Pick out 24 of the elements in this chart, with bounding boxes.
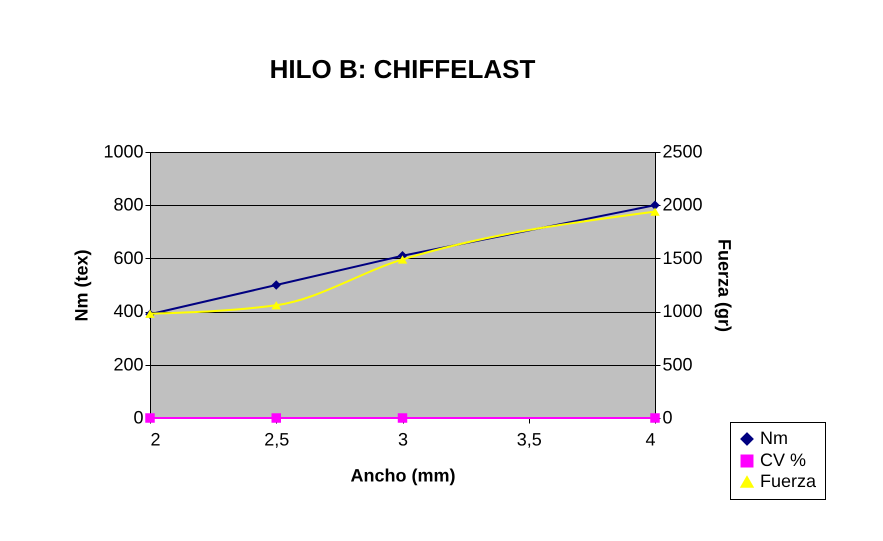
- y-axis-title: Nm (tex): [71, 249, 92, 322]
- y-tick-label: 600: [113, 248, 144, 268]
- legend-label: Nm: [760, 428, 788, 448]
- y2-tick-label: 0: [662, 408, 673, 428]
- legend-label: CV %: [760, 450, 806, 470]
- x-tick-label: 3: [398, 430, 408, 450]
- y-tick-label: 0: [133, 408, 144, 428]
- x-tick-label: 2,5: [264, 430, 290, 450]
- y2-tick-label: 1000: [662, 301, 703, 322]
- x-tick-label: 4: [645, 430, 656, 450]
- x-tick-label: 3,5: [516, 430, 542, 450]
- x-tick-label: 2: [150, 430, 161, 450]
- y2-tick-label: 2000: [662, 194, 703, 215]
- y-tick-label: 1000: [103, 142, 144, 162]
- y2-tick-label: 2500: [662, 142, 703, 162]
- y2-tick-label: 1500: [662, 248, 703, 268]
- x-axis-title: Ancho (mm): [350, 466, 456, 486]
- y2-tick-label: 500: [662, 354, 693, 374]
- y-tick-label: 200: [113, 354, 144, 374]
- chart-title: HILO B: CHIFFELAST: [270, 54, 536, 84]
- y-tick-label: 800: [113, 194, 144, 215]
- y2-axis-title: Fuerza (gr): [714, 238, 735, 332]
- y-tick-label: 400: [113, 301, 144, 322]
- legend-label: Fuerza: [760, 471, 818, 491]
